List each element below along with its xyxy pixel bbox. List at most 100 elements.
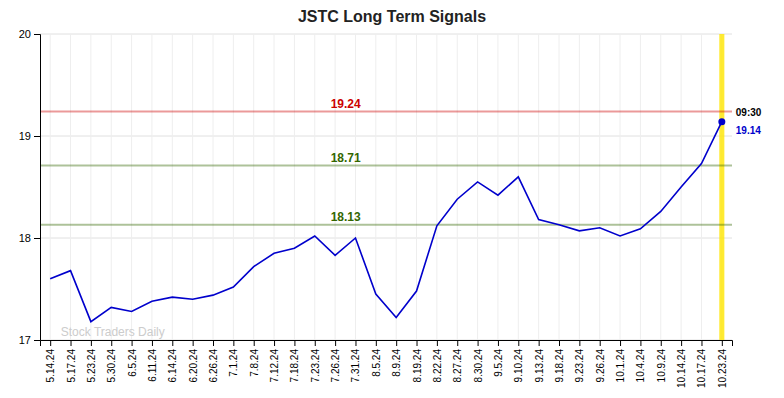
point-annotation: 19.14 xyxy=(736,125,761,136)
x-axis: 5.14.24 5.17.24 5.23.24 5.30.24 6.5.24 6.11.2… xyxy=(41,340,733,388)
grid-line-x xyxy=(294,34,295,340)
grid-line-y xyxy=(40,136,732,137)
grid-line-x xyxy=(355,34,356,340)
x-tick-label: 10.14.24 xyxy=(676,349,687,388)
x-tick: 10.4.24 xyxy=(635,340,646,382)
x-tick-label: 5.17.24 xyxy=(66,349,77,383)
x-tick-mark xyxy=(315,340,316,346)
x-tick: 8.22.24 xyxy=(432,340,443,382)
y-tick-label: 19 xyxy=(19,130,31,142)
x-tick-mark xyxy=(294,340,295,346)
x-tick-label: 10.23.24 xyxy=(717,349,728,388)
x-tick: 5.30.24 xyxy=(106,340,117,382)
x-tick-label: 5.23.24 xyxy=(86,349,97,383)
x-tick: 8.5.24 xyxy=(371,340,382,377)
y-tick-mark xyxy=(34,34,40,35)
x-tick-mark xyxy=(91,340,92,346)
x-tick-mark xyxy=(132,340,133,346)
x-tick: 6.26.24 xyxy=(208,340,219,382)
x-tick: 7.8.24 xyxy=(249,340,260,377)
grid-line-x xyxy=(538,34,539,340)
x-tick-mark xyxy=(620,340,621,346)
x-tick-label: 9.5.24 xyxy=(493,349,504,377)
x-tick-label: 9.18.24 xyxy=(554,349,565,383)
x-tick: 6.5.24 xyxy=(127,340,138,377)
y-axis: 17181920 xyxy=(19,28,41,346)
x-tick-label: 7.31.24 xyxy=(350,349,361,383)
x-tick-label: 5.30.24 xyxy=(106,349,117,383)
x-tick-label: 9.13.24 xyxy=(534,349,545,383)
x-tick-mark xyxy=(437,340,438,346)
x-tick: 9.13.24 xyxy=(534,340,545,382)
x-tick: 10.1.24 xyxy=(615,340,626,382)
x-tick-label: 7.26.24 xyxy=(330,349,341,383)
x-tick: 6.11.24 xyxy=(147,340,158,382)
x-tick-label: 9.26.24 xyxy=(595,349,606,383)
x-tick: 9.10.24 xyxy=(513,340,524,382)
chart: JSTC Long Term SignalsStock Traders Dail… xyxy=(0,0,784,398)
grid-line-x xyxy=(172,34,173,340)
grid-line-x xyxy=(396,34,397,340)
x-tick-mark xyxy=(193,340,194,346)
y-tick: 18 xyxy=(19,232,40,244)
x-tick: 8.19.24 xyxy=(412,340,423,382)
x-tick-mark xyxy=(335,340,336,346)
x-tick: 5.17.24 xyxy=(66,340,77,382)
x-axis-line xyxy=(41,341,733,347)
grid xyxy=(40,34,732,340)
grid-line-x xyxy=(518,34,519,340)
x-tick-mark xyxy=(355,340,356,346)
x-tick-label: 6.20.24 xyxy=(188,349,199,383)
x-tick: 6.20.24 xyxy=(188,340,199,382)
plot: Stock Traders Daily19.2418.7118.1309:301… xyxy=(19,28,762,388)
x-tick-mark xyxy=(661,340,662,346)
last-point xyxy=(718,118,725,125)
grid-line-x xyxy=(50,34,51,340)
watermark: Stock Traders Daily xyxy=(61,325,165,339)
grid-line-x xyxy=(335,34,336,340)
data-area xyxy=(40,34,732,340)
grid-line-x xyxy=(151,34,152,340)
x-tick-mark xyxy=(640,340,641,346)
x-tick-label: 8.27.24 xyxy=(452,349,463,383)
x-tick-label: 10.1.24 xyxy=(615,349,626,383)
grid-line-x xyxy=(721,34,722,340)
x-tick: 7.1.24 xyxy=(228,340,239,377)
x-tick: 5.14.24 xyxy=(45,340,56,382)
grid-line-x xyxy=(233,34,234,340)
grid-line-y xyxy=(40,34,732,35)
grid-line-x xyxy=(213,34,214,340)
x-tick-label: 6.11.24 xyxy=(147,349,158,382)
x-tick-mark xyxy=(50,340,51,346)
grid-line-x xyxy=(660,34,661,340)
y-tick: 19 xyxy=(19,130,40,142)
price-line xyxy=(50,122,722,322)
grid-line-x xyxy=(274,34,275,340)
x-tick-mark xyxy=(152,340,153,346)
x-tick-mark xyxy=(376,340,377,346)
reference-line xyxy=(40,165,732,167)
grid-line-x xyxy=(111,34,112,340)
y-tick: 17 xyxy=(19,334,40,346)
x-tick: 10.17.24 xyxy=(696,340,707,388)
grid-line-x xyxy=(90,34,91,340)
x-tick-mark xyxy=(498,340,499,346)
reference-label: 18.13 xyxy=(331,210,361,224)
x-tick: 9.5.24 xyxy=(493,340,504,377)
x-tick: 9.23.24 xyxy=(574,340,585,382)
reference-label: 19.24 xyxy=(331,97,361,111)
x-tick: 8.9.24 xyxy=(391,340,402,377)
grid-line-x xyxy=(599,34,600,340)
grid-line-x xyxy=(640,34,641,340)
x-tick: 7.26.24 xyxy=(330,340,341,382)
x-tick-label: 5.14.24 xyxy=(45,349,56,383)
x-tick: 10.23.24 xyxy=(717,340,728,388)
x-tick-label: 9.23.24 xyxy=(574,349,585,383)
x-tick-mark xyxy=(579,340,580,346)
x-tick: 8.30.24 xyxy=(473,340,484,382)
reference-line xyxy=(40,224,732,226)
x-tick-mark xyxy=(172,340,173,346)
x-tick: 7.31.24 xyxy=(350,340,361,382)
x-tick-mark xyxy=(539,340,540,346)
x-tick-mark xyxy=(417,340,418,346)
